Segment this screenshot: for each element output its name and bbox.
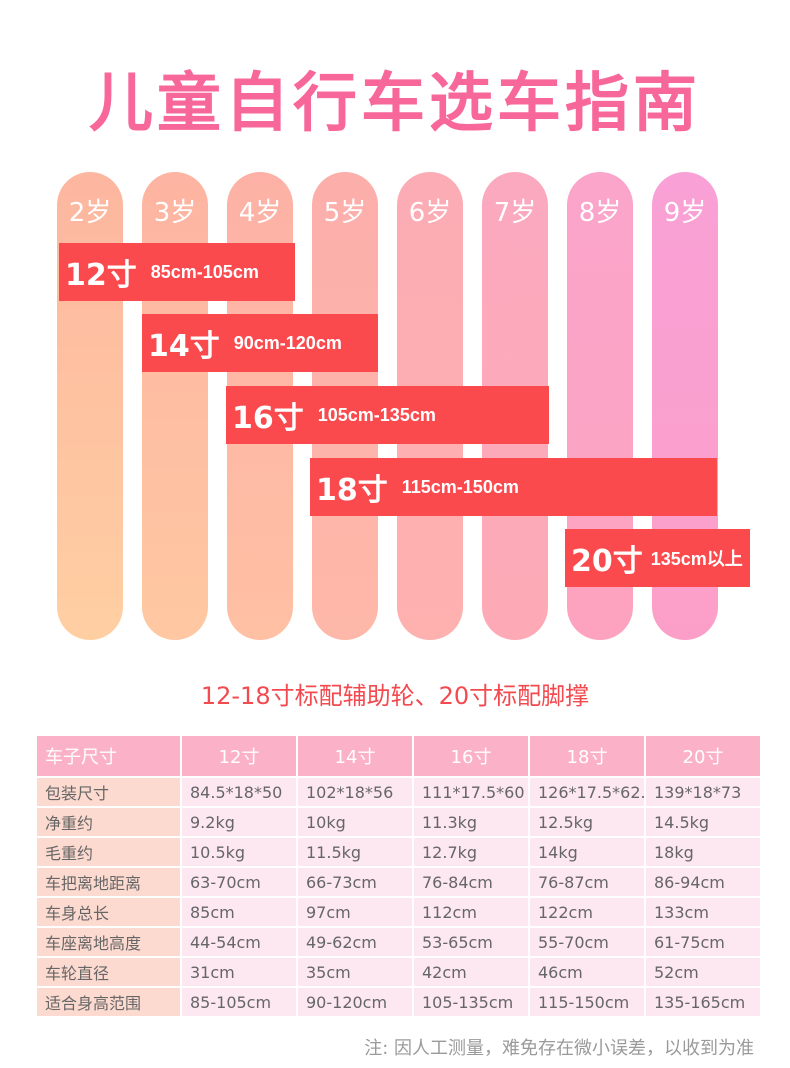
band-size: 18寸 [316,473,388,508]
table-cell: 42cm [412,956,530,988]
table-cell: 66-73cm [296,866,414,898]
table-cell: 76-87cm [528,866,646,898]
band-size: 14寸 [148,329,220,364]
age-label: 6岁 [408,198,452,228]
header-cell: 14寸 [296,734,414,778]
table-cell: 9.2kg [180,806,298,838]
row-label: 车把离地距离 [35,866,182,898]
table-cell: 126*17.5*62.5 [528,776,646,808]
table-cell: 49-62cm [296,926,414,958]
table-cell: 115-150cm [528,986,646,1018]
table-row: 包装尺寸 84.5*18*50 102*18*56 111*17.5*60 12… [35,776,762,808]
spec-table: 车子尺寸 12寸 14寸 16寸 18寸 20寸 包装尺寸 84.5*18*50… [35,734,762,1018]
age-label: 9岁 [663,198,707,228]
table-cell: 11.3kg [412,806,530,838]
subtitle: 12-18寸标配辅助轮、20寸标配脚撑 [200,682,590,710]
header-cell: 18寸 [528,734,646,778]
table-row: 净重约 9.2kg 10kg 11.3kg 12.5kg 14.5kg [35,806,762,838]
header-cell: 车子尺寸 [35,734,182,778]
band-range: 90cm-120cm [233,332,342,353]
row-label: 适合身高范围 [35,986,182,1018]
table-cell: 76-84cm [412,866,530,898]
age-label: 5岁 [323,198,367,228]
row-label: 净重约 [35,806,182,838]
age-label: 4岁 [238,198,282,228]
size-band-14: 14寸 90cm-120cm [142,314,378,372]
row-label: 车座离地高度 [35,926,182,958]
size-band-16: 16寸 105cm-135cm [226,386,549,444]
table-row: 车座离地高度 44-54cm 49-62cm 53-65cm 55-70cm 6… [35,926,762,958]
table-cell: 18kg [644,836,762,868]
table-cell: 85cm [180,896,298,928]
table-row: 车轮直径 31cm 35cm 42cm 46cm 52cm [35,956,762,988]
age-label: 3岁 [153,198,197,228]
table-cell: 44-54cm [180,926,298,958]
table-cell: 53-65cm [412,926,530,958]
band-range: 105cm-135cm [317,404,436,425]
table-cell: 97cm [296,896,414,928]
table-cell: 11.5kg [296,836,414,868]
header-cell: 12寸 [180,734,298,778]
table-cell: 86-94cm [644,866,762,898]
band-range: 135cm以上 [650,549,743,569]
row-label: 包装尺寸 [35,776,182,808]
table-cell: 31cm [180,956,298,988]
table-row: 车身总长 85cm 97cm 112cm 122cm 133cm [35,896,762,928]
table-cell: 63-70cm [180,866,298,898]
table-cell: 14.5kg [644,806,762,838]
age-label: 2岁 [68,198,112,228]
table-cell: 10.5kg [180,836,298,868]
row-label: 车身总长 [35,896,182,928]
table-row: 毛重约 10.5kg 11.5kg 12.7kg 14kg 18kg [35,836,762,868]
size-band-12: 12寸 85cm-105cm [59,243,295,301]
table-cell: 84.5*18*50 [180,776,298,808]
size-band-20: 20寸 135cm以上 [565,529,750,587]
table-cell: 52cm [644,956,762,988]
table-row: 适合身高范围 85-105cm 90-120cm 105-135cm 115-1… [35,986,762,1018]
table-cell: 102*18*56 [296,776,414,808]
table-cell: 61-75cm [644,926,762,958]
table-cell: 90-120cm [296,986,414,1018]
table-cell: 46cm [528,956,646,988]
band-size: 20寸 [571,544,643,579]
age-label: 8岁 [578,198,622,228]
table-cell: 10kg [296,806,414,838]
table-cell: 111*17.5*60 [412,776,530,808]
header-cell: 20寸 [644,734,762,778]
band-range: 85cm-105cm [150,261,259,282]
table-cell: 85-105cm [180,986,298,1018]
table-cell: 112cm [412,896,530,928]
band-range: 115cm-150cm [401,476,519,497]
header-cell: 16寸 [412,734,530,778]
table-cell: 14kg [528,836,646,868]
age-label: 7岁 [493,198,537,228]
band-size: 12寸 [65,258,137,293]
table-cell: 12.7kg [412,836,530,868]
page-title: 儿童自行车选车指南 [89,67,701,141]
row-label: 车轮直径 [35,956,182,988]
table-header-row: 车子尺寸 12寸 14寸 16寸 18寸 20寸 [35,734,762,778]
table-cell: 139*18*73 [644,776,762,808]
size-band-18: 18寸 115cm-150cm [310,458,717,516]
table-cell: 12.5kg [528,806,646,838]
band-size: 16寸 [232,401,304,436]
table-cell: 122cm [528,896,646,928]
table-row: 车把离地距离 63-70cm 66-73cm 76-84cm 76-87cm 8… [35,866,762,898]
footnote: 注: 因人工测量，难免存在微小误差，以收到为准 [364,1038,754,1059]
table-cell: 105-135cm [412,986,530,1018]
table-cell: 133cm [644,896,762,928]
table-cell: 35cm [296,956,414,988]
row-label: 毛重约 [35,836,182,868]
table-cell: 135-165cm [644,986,762,1018]
table-cell: 55-70cm [528,926,646,958]
